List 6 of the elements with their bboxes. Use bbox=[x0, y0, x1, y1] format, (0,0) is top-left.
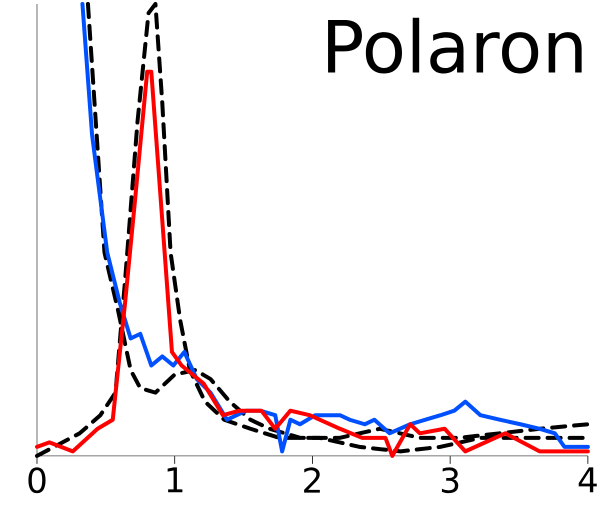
x-tick-label: 2 bbox=[304, 467, 320, 493]
x-tick-label: 0 bbox=[28, 467, 46, 494]
x-tick-label: 4 bbox=[578, 467, 597, 492]
x-tick-label: 3 bbox=[442, 467, 458, 494]
x-tick-label: 1 bbox=[168, 467, 182, 492]
annotation: Polaron bbox=[328, 18, 582, 74]
